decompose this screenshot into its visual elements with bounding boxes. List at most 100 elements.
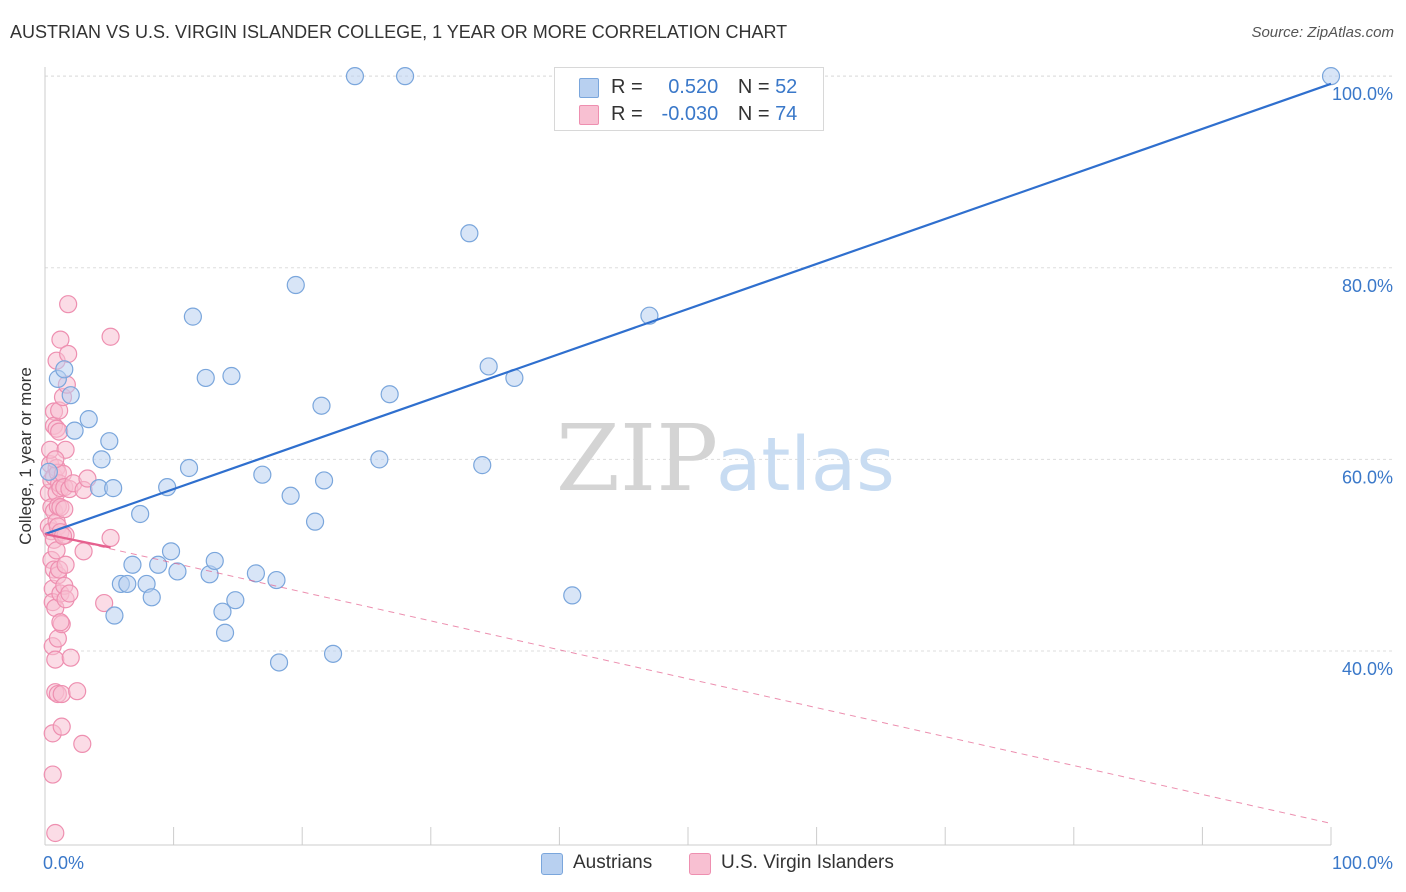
virgin-islanders-point — [74, 542, 93, 561]
watermark-atlas: atlas — [716, 422, 895, 508]
r-value: 0.520 — [668, 76, 719, 98]
austrians-point — [118, 574, 137, 594]
r-value: -0.030 — [661, 103, 719, 125]
series-legend: Austrians U.S. Virgin Islanders — [0, 852, 1406, 876]
austrians-point — [179, 458, 199, 478]
virgin-islanders-point — [46, 650, 65, 669]
virgin-islanders-point — [95, 593, 114, 613]
virgin-islanders-point — [59, 295, 78, 314]
austrians-point — [213, 602, 232, 621]
austrians-point — [39, 462, 58, 481]
blue-swatch — [541, 853, 563, 875]
n-value: 74 — [775, 103, 798, 125]
data-points — [39, 67, 1341, 843]
austrians-point — [281, 486, 300, 505]
legend-label: Austrians — [573, 852, 653, 873]
virgin-islanders-point — [101, 528, 120, 548]
virgin-islanders-trend-solid — [44, 533, 111, 549]
tick-labels: 40.0% 60.0% 80.0% 100.0% 0.0% 100.0% — [43, 84, 1393, 873]
austrians-point — [312, 396, 331, 415]
trend-lines — [44, 82, 1332, 824]
austrians-point — [380, 385, 399, 404]
austrians-point — [183, 307, 202, 326]
austrians-point — [104, 479, 123, 498]
austrians-point — [479, 357, 498, 376]
austrians-point — [215, 623, 235, 642]
x-tick-label: 0.0% — [43, 853, 84, 873]
austrians-point — [267, 570, 286, 590]
watermark-zip: ZIP — [556, 405, 718, 512]
virgin-islanders-point — [56, 555, 75, 574]
austrians-point — [161, 542, 181, 561]
chart-title: AUSTRIAN VS U.S. VIRGIN ISLANDER COLLEGE… — [10, 22, 788, 42]
austrians-point — [123, 555, 142, 574]
austrians-point — [168, 562, 187, 581]
austrians-point — [100, 432, 119, 451]
y-tick-label: 100.0% — [1332, 84, 1393, 104]
r-label: R = — [611, 103, 649, 125]
austrians-point — [305, 512, 325, 531]
n-value: 52 — [775, 76, 798, 98]
r-label: R = — [611, 76, 649, 98]
austrians-point — [149, 555, 168, 574]
austrians-point — [246, 564, 266, 583]
virgin-islanders-point — [51, 613, 70, 632]
blue-swatch — [579, 78, 599, 98]
austrians-point — [79, 410, 98, 429]
n-label: N = — [737, 103, 776, 125]
watermark: ZIP atlas — [556, 405, 895, 512]
virgin-islanders-point — [46, 823, 65, 843]
austrians-point — [92, 450, 111, 469]
austrians-point — [286, 275, 305, 295]
austrians-point — [563, 586, 582, 605]
y-tick-label: 40.0% — [1342, 659, 1393, 679]
virgin-islanders-point — [101, 327, 120, 346]
y-axis-label: College, 1 year or more — [16, 367, 35, 545]
virgin-islanders-point — [43, 765, 62, 784]
austrians-point — [61, 386, 80, 405]
x-tick-label: 100.0% — [1332, 853, 1393, 873]
austrians-point — [226, 591, 245, 610]
austrians-point — [55, 360, 74, 379]
austrians-point — [158, 478, 177, 497]
austrians-point — [345, 67, 365, 86]
virgin-islanders-point — [61, 648, 80, 667]
austrians-point — [395, 67, 415, 86]
virgin-islanders-point — [59, 344, 78, 364]
austrians-point — [460, 224, 479, 243]
austrians-point — [65, 421, 84, 440]
virgin-islanders-point — [60, 584, 79, 603]
y-tick-label: 60.0% — [1342, 467, 1393, 487]
austrians-point — [370, 450, 389, 469]
virgin-islanders-point — [68, 682, 87, 701]
virgin-islanders-point — [52, 717, 71, 736]
pink-swatch — [579, 105, 599, 125]
austrians-point — [253, 465, 272, 484]
correlation-legend: R = 0.520 N = 52 R = -0.030 N = 74 — [554, 67, 824, 131]
austrians-trend-line — [44, 82, 1332, 536]
austrians-point — [222, 366, 241, 386]
virgin-islanders-trend-dashed — [44, 533, 1332, 824]
source-label: Source: ZipAtlas.com — [1251, 24, 1394, 41]
virgin-islanders-point — [52, 684, 71, 704]
virgin-islanders-point — [51, 330, 70, 349]
austrians-point — [473, 456, 492, 475]
pink-swatch — [689, 853, 711, 875]
austrians-point — [196, 368, 215, 388]
virgin-islanders-point — [50, 422, 69, 441]
austrians-point — [1321, 67, 1341, 86]
austrians-point — [142, 588, 161, 607]
virgin-islanders-point — [55, 500, 74, 519]
austrians-point — [105, 606, 124, 625]
austrians-point — [314, 471, 334, 490]
legend-label: U.S. Virgin Islanders — [721, 852, 894, 873]
virgin-islanders-point — [73, 734, 92, 754]
n-label: N = — [737, 76, 776, 98]
austrians-point — [131, 504, 150, 524]
y-tick-label: 80.0% — [1342, 276, 1393, 296]
austrians-point — [323, 644, 343, 663]
austrians-point — [205, 551, 224, 571]
grid-lines — [45, 75, 1395, 652]
austrians-point — [269, 653, 289, 672]
